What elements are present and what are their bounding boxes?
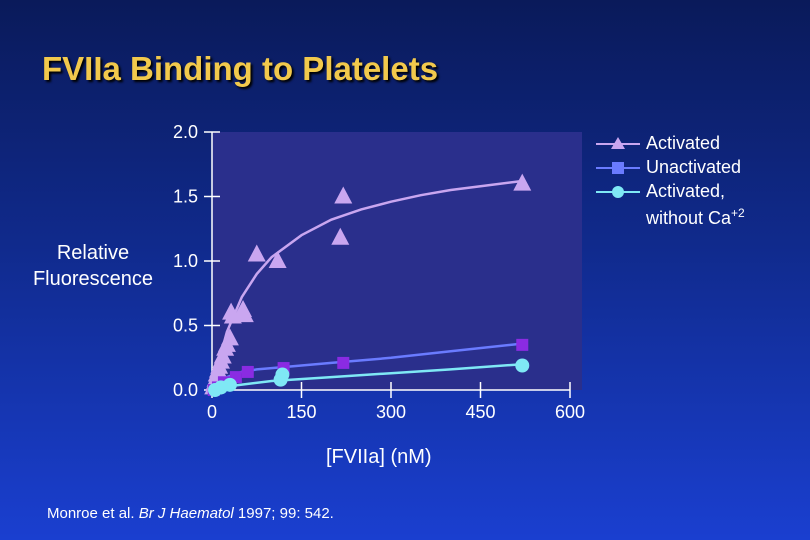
activated-point [513,173,532,191]
activated-point [235,305,254,323]
activated-point [331,227,350,245]
x-tick-label: 0 [207,402,217,422]
activated-point [247,244,266,262]
legend-label-without-ca-sup: +2 [731,206,745,220]
unactivated-point [241,365,254,378]
x-tick-label: 600 [555,402,585,422]
without-ca-point [515,358,530,373]
y-axis-label-line2: Fluorescence [32,268,154,290]
activated-point [223,306,242,324]
y-axis-label-line1: Relative [56,242,130,264]
legend-label-without-ca: Activated, without Ca+2 [646,180,745,229]
activated-point [220,328,239,346]
legend-label-unactivated: Unactivated [646,157,742,177]
without-ca-point [275,367,290,382]
axes: 0.0 0.5 1.0 1.5 2.0 0 150 300 450 600 [173,122,585,422]
source-citation: Monroe et al. Br J Haematol 1997; 99: 54… [47,505,334,522]
legend-label-without-ca-line2: without Ca [646,208,732,228]
source-suffix: 1997; 99: 542. [233,505,334,522]
fit-line-triangle [210,179,523,391]
circle-marker-icon [596,186,640,198]
source-journal: Br J Haematol [138,505,234,522]
data-points [204,173,532,397]
x-tick-label: 450 [465,402,495,422]
unactivated-point [516,338,529,351]
activated-point [268,251,287,268]
square-marker-icon [596,162,640,174]
page-title: FVIIa Binding to Platelets [42,50,439,87]
y-axis-label: Relative Fluorescence [18,240,168,292]
x-tick-label: 150 [286,402,316,422]
legend-label-without-ca-line1: Activated, [646,181,726,201]
x-tick-label: 300 [376,402,406,422]
unactivated-point [337,356,350,369]
y-tick-label: 0.0 [173,380,198,400]
without-ca-point [222,377,237,392]
legend-label-activated: Activated [646,133,721,153]
y-tick-label: 2.0 [173,122,198,142]
y-tick-label: 0.5 [173,316,198,336]
x-axis-label: [FVIIa] (nM) [326,446,432,468]
source-prefix: Monroe et al. [47,505,139,522]
activated-point [334,186,353,204]
y-tick-label: 1.5 [173,187,198,207]
y-tick-label: 1.0 [173,251,198,271]
triangle-marker-icon [596,137,640,149]
